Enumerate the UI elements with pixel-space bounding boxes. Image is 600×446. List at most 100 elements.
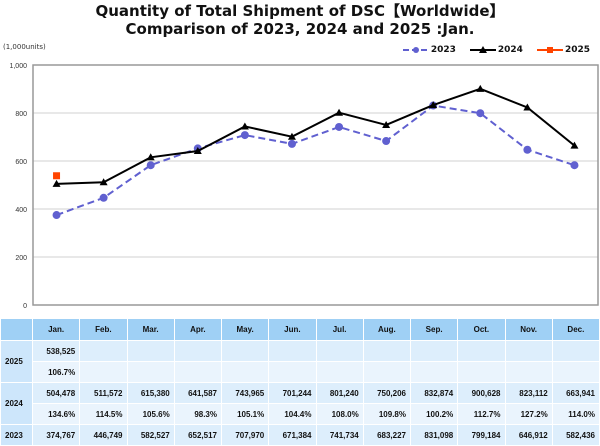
table-header-cell: Jun.: [268, 318, 317, 341]
series-line-2024: [56, 87, 576, 185]
quantity-cell: [126, 340, 175, 362]
plot-area: [32, 64, 599, 306]
yoy-ratio-cell: 105.1%: [220, 403, 270, 425]
chart-title-line1: Quantity of Total Shipment of DSC【Worldw…: [95, 2, 505, 20]
quantity-cell: [173, 340, 223, 362]
quantity-cell: 801,240: [315, 382, 364, 404]
yoy-ratio-cell: 105.6%: [126, 403, 175, 425]
row-year-label: 2024: [0, 382, 33, 425]
table-row-ratio: 106.7%: [1, 361, 600, 383]
table-header-cell: Oct.: [457, 318, 506, 341]
data-point-triangle: [570, 141, 579, 149]
y-tick-label: 1,000: [9, 63, 27, 70]
circle-marker-icon: [402, 47, 429, 53]
quantity-cell: 743,965: [220, 382, 270, 404]
data-point-triangle: [476, 84, 485, 92]
data-point-circle: [52, 211, 61, 220]
y-axis-unit-label: (1,000units): [3, 43, 46, 51]
yoy-ratio-cell: 134.6%: [31, 403, 81, 425]
table-header-cell: Feb.: [79, 318, 128, 341]
data-point-circle: [240, 131, 249, 140]
table-header-cell: May.: [220, 318, 270, 341]
data-point-triangle: [382, 120, 391, 128]
data-point-triangle: [193, 147, 202, 155]
quantity-cell: 652,517: [173, 424, 223, 446]
table-row: 2023 374,767 446,749 582,527 652,517 707,970 6…: [0, 424, 600, 446]
legend-label: 2025: [564, 45, 590, 55]
yoy-ratio-cell: [220, 361, 270, 383]
yoy-ratio-cell: [362, 361, 412, 383]
yoy-ratio-cell: [268, 361, 317, 383]
y-tick-label: 0: [23, 303, 27, 310]
data-point-triangle: [287, 132, 296, 140]
yoy-ratio-cell: [173, 361, 223, 383]
yoy-ratio-cell: [551, 361, 600, 383]
y-tick-label: 600: [15, 159, 27, 166]
row-year-label: 2025: [0, 340, 33, 383]
table-row: 2024 504,478 511,572 615,380 641,587 743,965 7…: [0, 382, 600, 425]
data-point-circle: [287, 139, 296, 148]
yoy-ratio-cell: 108.0%: [315, 403, 364, 425]
y-tick-label: 200: [15, 255, 27, 262]
quantity-cell: 582,527: [126, 424, 175, 446]
table-header-cell: Jul.: [315, 318, 364, 341]
triangle-marker-icon: [469, 46, 496, 53]
table-header-cell: Jan.: [31, 318, 81, 341]
data-table: Jan. Feb. Mar. Apr. May. Jun. Jul. Aug. Sep. Oct.…: [0, 318, 600, 446]
quantity-cell: 823,112: [504, 382, 553, 404]
yoy-ratio-cell: 100.2%: [409, 403, 459, 425]
quantity-cell: 831,098: [409, 424, 459, 446]
data-point-circle: [99, 193, 108, 202]
quantity-cell: 374,767: [31, 424, 81, 446]
quantity-cell: 741,734: [315, 424, 364, 446]
legend-label: 2024: [497, 45, 523, 55]
data-point-circle: [523, 145, 532, 154]
yoy-ratio-cell: [457, 361, 506, 383]
quantity-cell: 701,244: [268, 382, 317, 404]
quantity-cell: 900,628: [457, 382, 506, 404]
quantity-cell: 750,206: [362, 382, 412, 404]
data-point-triangle: [240, 122, 249, 130]
yoy-ratio-cell: [79, 361, 128, 383]
table-header-cell: Aug.: [362, 318, 412, 341]
data-point-triangle: [99, 178, 108, 186]
yoy-ratio-cell: [409, 361, 459, 383]
yoy-ratio-cell: 112.7%: [457, 403, 506, 425]
quantity-cell: [457, 340, 506, 362]
quantity-cell: 538,525: [31, 340, 81, 362]
data-point-circle: [476, 109, 485, 118]
table-header-cell: Sep.: [409, 318, 459, 341]
legend-item-2024: 2024: [469, 45, 523, 55]
quantity-cell: 504,478: [31, 382, 81, 404]
square-marker-icon: [536, 47, 563, 53]
table-header-cell: Apr.: [173, 318, 223, 341]
quantity-cell: [268, 340, 317, 362]
quantity-cell: [220, 340, 270, 362]
row-year-label: 2023: [0, 424, 33, 446]
quantity-cell: 663,941: [551, 382, 600, 404]
data-point-triangle: [146, 153, 155, 161]
table-header-cell: Nov.: [504, 318, 553, 341]
quantity-cell: 646,912: [504, 424, 553, 446]
quantity-cell: [315, 340, 364, 362]
yoy-ratio-cell: 127.2%: [504, 403, 553, 425]
quantity-cell: [79, 340, 128, 362]
data-point-triangle: [429, 101, 438, 109]
yoy-ratio-cell: 114.5%: [79, 403, 128, 425]
legend-label: 2023: [430, 45, 456, 55]
quantity-cell: 582,436: [551, 424, 600, 446]
quantity-cell: 615,380: [126, 382, 175, 404]
quantity-cell: 511,572: [79, 382, 128, 404]
yoy-ratio-cell: [504, 361, 553, 383]
quantity-cell: 671,384: [268, 424, 317, 446]
data-point-circle: [335, 122, 344, 131]
data-point-circle: [570, 161, 579, 170]
data-point-triangle: [523, 103, 532, 111]
table-row: 2025 538,525: [0, 340, 600, 383]
yoy-ratio-cell: [315, 361, 364, 383]
quantity-cell: 832,874: [409, 382, 459, 404]
quantity-cell: 799,184: [457, 424, 506, 446]
data-point-triangle: [335, 108, 344, 116]
line-chart: 0 200 400 600 800 1,000: [9, 63, 599, 310]
y-tick-label: 400: [15, 207, 27, 214]
